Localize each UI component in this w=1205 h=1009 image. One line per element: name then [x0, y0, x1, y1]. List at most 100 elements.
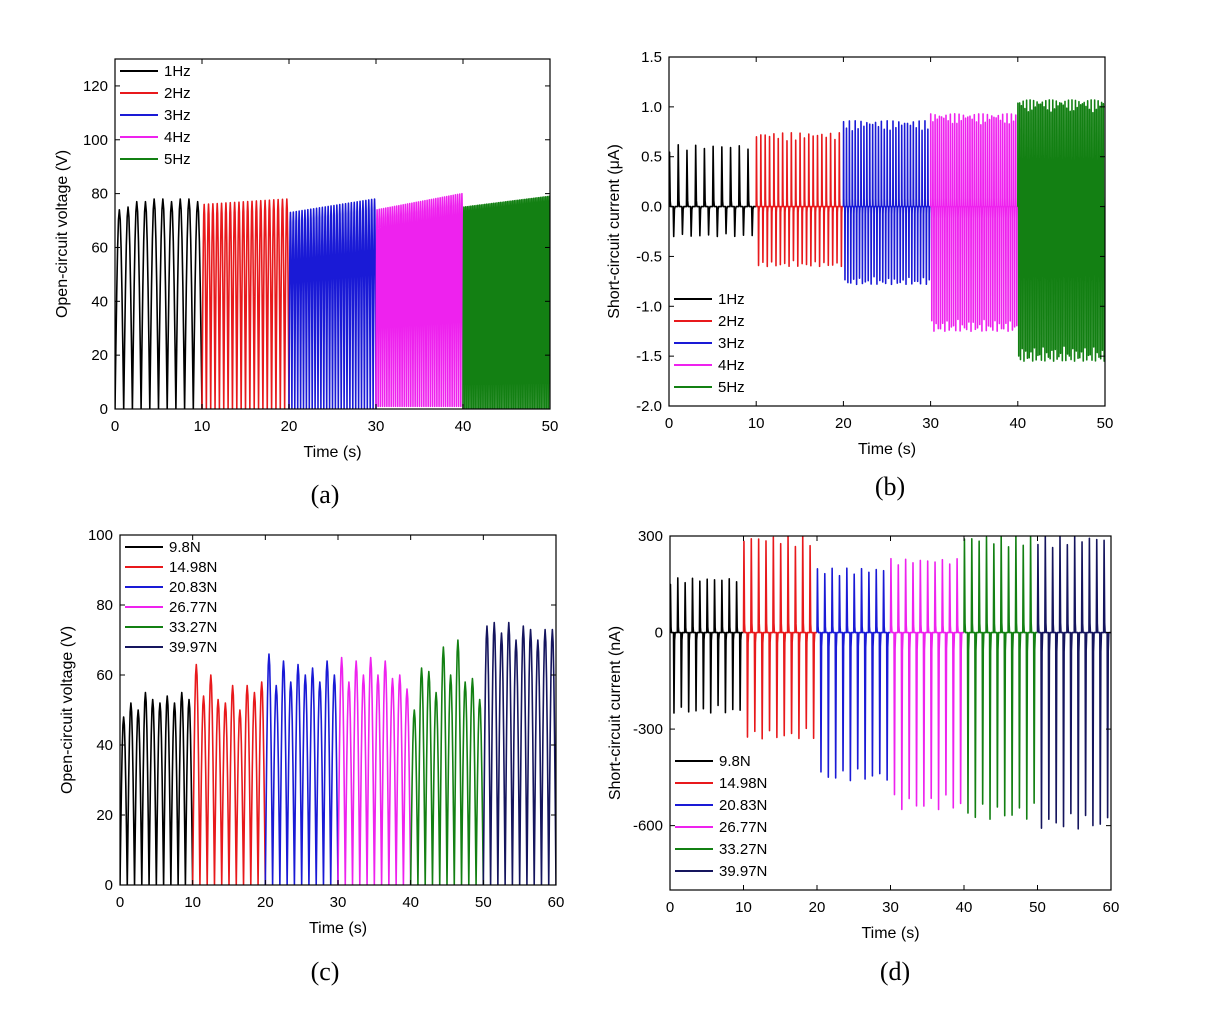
x-tick-label: 20 [257, 894, 274, 911]
series-line-33.27N [409, 639, 485, 885]
legend-label-1Hz: 1Hz [718, 291, 745, 308]
y-axis-label: Short-circuit current (μA) [606, 144, 623, 319]
y-tick-label: 0 [100, 401, 108, 418]
series-line-2Hz [201, 198, 290, 409]
series-line-26.77N [337, 656, 412, 885]
legend-label-26.77N: 26.77N [169, 599, 217, 616]
x-tick-label: 30 [922, 415, 939, 432]
x-tick-label: 30 [882, 899, 899, 916]
legend-label-2Hz: 2Hz [164, 85, 191, 102]
panel-caption: (b) [875, 472, 905, 501]
series-line-26.77N [889, 557, 964, 811]
x-tick-label: 20 [835, 415, 852, 432]
y-tick-label: 40 [96, 737, 113, 754]
legend-label-39.97N: 39.97N [719, 863, 767, 880]
y-tick-label: 60 [96, 667, 113, 684]
legend-label-2Hz: 2Hz [718, 313, 745, 330]
legend-label-33.27N: 33.27N [719, 841, 767, 858]
legend-label-4Hz: 4Hz [164, 129, 191, 146]
x-axis: 0 10 20 30 40 50 [665, 57, 1114, 432]
y-tick-label: 40 [91, 293, 108, 310]
series-line-20.83N [816, 567, 891, 782]
series-line-9.8N [670, 577, 744, 714]
x-tick-label: 20 [281, 418, 298, 435]
series-line-14.98N [742, 536, 817, 740]
legend-label-1Hz: 1Hz [164, 63, 191, 80]
y-axis: 0 20 40 60 80 100 120 [83, 78, 550, 418]
series-line-14.98N [191, 663, 267, 885]
series-line-5Hz [462, 195, 550, 409]
series-line-4Hz [929, 113, 1018, 333]
legend-label-20.83N: 20.83N [719, 797, 767, 814]
legend-label-9.8N: 9.8N [169, 539, 201, 556]
y-tick-label: 100 [88, 527, 113, 544]
x-tick-label: 50 [1097, 415, 1114, 432]
x-tick-label: 60 [1103, 899, 1120, 916]
x-tick-label: 50 [542, 418, 559, 435]
series-line-3Hz [842, 120, 931, 286]
chart-panel-c: 0 10 20 30 40 50 60 0 20 40 60 80 100 Time (s) Open-ci… [59, 527, 564, 986]
series-line-33.27N [963, 536, 1038, 820]
plot-frame [114, 58, 551, 410]
series-line-5Hz [1017, 99, 1105, 362]
x-axis-label: Time (s) [309, 920, 367, 937]
x-axis: 0 10 20 30 40 50 60 [116, 535, 565, 911]
series-line-4Hz [375, 192, 464, 408]
y-tick-label: 60 [91, 239, 108, 256]
plot-frame [668, 56, 1106, 407]
y-axis-label: Open-circuit voltage (V) [59, 626, 76, 794]
series-line-1Hz [669, 144, 757, 238]
x-tick-label: 10 [184, 894, 201, 911]
y-tick-label: -1.5 [636, 348, 662, 365]
y-axis-label: Short-circuit current (nA) [607, 626, 624, 800]
x-axis: 0 10 20 30 40 50 [111, 59, 559, 435]
x-tick-label: 30 [368, 418, 385, 435]
legend-label-5Hz: 5Hz [718, 379, 745, 396]
y-tick-label: 0 [655, 625, 663, 642]
y-tick-label: 80 [96, 597, 113, 614]
series-line-3Hz [288, 198, 377, 409]
y-axis-label: Open-circuit voltage (V) [54, 150, 71, 318]
legend-label-3Hz: 3Hz [718, 335, 745, 352]
y-tick-label: -2.0 [636, 398, 662, 415]
x-tick-label: 20 [809, 899, 826, 916]
y-tick-label: 80 [91, 186, 108, 203]
chart-panel-a: 0 10 20 30 40 50 0 20 40 60 80 100 120 Time (s) Open-c… [54, 58, 559, 509]
x-axis-label: Time (s) [861, 925, 919, 942]
legend-label-39.97N: 39.97N [169, 639, 217, 656]
y-tick-label: 1.0 [641, 99, 662, 116]
legend-label-9.8N: 9.8N [719, 753, 751, 770]
x-tick-label: 0 [666, 899, 674, 916]
legend-label-20.83N: 20.83N [169, 579, 217, 596]
x-tick-label: 10 [748, 415, 765, 432]
x-axis: 0 10 20 30 40 50 60 [666, 536, 1120, 916]
legend-label-5Hz: 5Hz [164, 151, 191, 168]
y-tick-label: 0.5 [641, 149, 662, 166]
series-line-39.97N [1036, 536, 1111, 830]
x-tick-label: 40 [455, 418, 472, 435]
y-axis: 0 20 40 60 80 100 [88, 527, 556, 894]
panel-caption: (c) [311, 957, 340, 986]
y-tick-label: -300 [633, 721, 663, 738]
y-tick-label: 100 [83, 132, 108, 149]
y-tick-label: -0.5 [636, 248, 662, 265]
legend-label-4Hz: 4Hz [718, 357, 745, 374]
x-tick-label: 40 [1009, 415, 1026, 432]
legend: 9.8N 14.98N 20.83N 26.77N 33.27N 39.97N [125, 539, 217, 656]
x-tick-label: 40 [956, 899, 973, 916]
y-tick-label: 20 [91, 347, 108, 364]
legend-label-14.98N: 14.98N [719, 775, 767, 792]
x-tick-label: 0 [111, 418, 119, 435]
x-tick-label: 10 [194, 418, 211, 435]
series-line-39.97N [482, 621, 556, 885]
legend: 1Hz 2Hz 3Hz 4Hz 5Hz [674, 291, 745, 396]
y-tick-label: 300 [638, 528, 663, 545]
plot-area [669, 99, 1105, 362]
y-axis: -600 -300 0 300 [633, 528, 1111, 835]
y-tick-label: -1.0 [636, 298, 662, 315]
series-line-9.8N [120, 691, 194, 885]
x-tick-label: 60 [548, 894, 565, 911]
y-tick-label: 20 [96, 807, 113, 824]
x-tick-label: 50 [1029, 899, 1046, 916]
series-line-1Hz [115, 198, 203, 409]
